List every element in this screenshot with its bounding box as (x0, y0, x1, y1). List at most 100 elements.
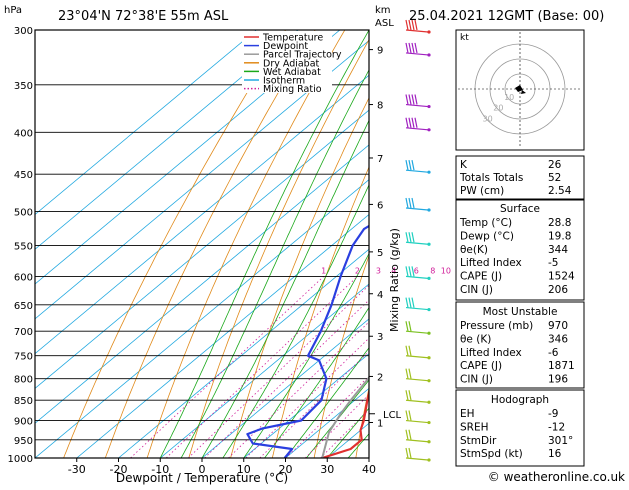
barb-feather (409, 266, 411, 276)
altitude-tick-label: 4 (377, 290, 383, 301)
barb-feather (412, 198, 414, 208)
index-value: 206 (548, 284, 568, 296)
altitude-tick-label: 3 (377, 332, 383, 343)
barb-staff (406, 308, 428, 310)
barb-feather (409, 346, 411, 356)
barb-dot (427, 277, 430, 280)
barb-dot (427, 105, 430, 108)
wind-barb (406, 160, 431, 174)
barb-dot (427, 308, 430, 311)
barb-dot (427, 356, 430, 359)
pressure-tick-label: 300 (14, 26, 33, 37)
barb-feather (409, 430, 411, 440)
mixing-ratio-label: 1 (321, 266, 326, 275)
barb-feather (415, 43, 417, 53)
pressure-tick-label: 550 (14, 241, 33, 252)
barb-feather (409, 390, 411, 400)
wind-barb (406, 118, 431, 132)
mixing-ratio-line (205, 276, 394, 458)
pressure-tick-label: 800 (14, 375, 33, 386)
altitude-tick-label: 5 (377, 248, 383, 259)
barb-feather (412, 118, 414, 128)
barb-staff (406, 105, 428, 107)
index-label: Lifted Index (460, 257, 522, 269)
legend-label: Mixing Ratio (263, 84, 322, 95)
index-label: Totals Totals (459, 172, 523, 184)
pressure-tick-label: 700 (14, 327, 33, 338)
mixing-ratio-label: 10 (441, 266, 451, 275)
altitude-tick-label: 6 (377, 200, 383, 211)
barb-feather (406, 346, 408, 356)
barb-feather (409, 118, 411, 128)
asl-label: ASL (375, 18, 394, 29)
index-value: -5 (548, 257, 558, 269)
pressure-tick-label: 650 (14, 301, 33, 312)
index-label: EH (460, 408, 475, 420)
barb-staff (406, 400, 428, 402)
barb-staff (406, 421, 428, 423)
unstable-title: Most Unstable (483, 306, 558, 318)
barb-staff (406, 30, 428, 32)
barb-feather (412, 298, 414, 308)
index-value: 970 (548, 320, 568, 332)
barb-feather (406, 95, 408, 105)
index-value: -6 (548, 347, 559, 359)
barb-staff (406, 53, 428, 55)
isotherm-line (0, 30, 507, 458)
pressure-tick-label: 750 (14, 352, 33, 363)
x-axis-title: Dewpoint / Temperature (°C) (116, 471, 288, 485)
barb-dot (427, 379, 430, 382)
pressure-tick-label: 400 (14, 128, 33, 139)
barb-feather (409, 160, 411, 170)
altitude-tick-label: 9 (377, 46, 383, 57)
barb-dot (427, 332, 430, 335)
barb-feather (412, 160, 414, 170)
barb-feather (406, 160, 408, 170)
barb-staff (406, 440, 428, 442)
barb-feather (409, 198, 411, 208)
wind-barb (406, 232, 431, 246)
index-value: 1871 (548, 360, 575, 372)
isotherm-line (0, 30, 382, 458)
barb-feather (415, 118, 417, 128)
mixing-ratio-label: 8 (430, 266, 435, 275)
barb-feather (406, 411, 408, 421)
wind-barb (406, 430, 431, 444)
index-label: SREH (460, 421, 489, 433)
altitude-tick-label: 7 (377, 154, 383, 165)
barb-feather (409, 232, 411, 242)
index-label: θe(K) (460, 244, 488, 256)
index-label: CAPE (J) (460, 360, 502, 372)
barb-feather (409, 298, 411, 308)
barb-dot (427, 128, 430, 131)
barb-feather (412, 95, 414, 105)
barb-feather (406, 430, 408, 440)
mixing-ratio-label: 3 (376, 266, 381, 275)
mixing-ratio-line (131, 276, 324, 458)
hodograph-ring-label: 10 (504, 93, 514, 102)
mixing-ratio-line (246, 276, 433, 458)
index-value: 16 (548, 448, 562, 460)
wind-barb (406, 321, 431, 335)
altitude-tick-label: 8 (377, 101, 383, 112)
index-label: Lifted Index (460, 347, 522, 359)
pressure-tick-label: 350 (14, 81, 33, 92)
index-label: CIN (J) (460, 284, 493, 296)
barb-dot (427, 171, 430, 174)
hpa-label: hPa (4, 5, 22, 16)
copyright: © weatheronline.co.uk (488, 470, 625, 484)
temperature-tick-label: -30 (68, 463, 86, 476)
mixing-ratio-axis-title: Mixing Ratio (g/kg) (388, 228, 401, 332)
barb-dot (427, 401, 430, 404)
barb-feather (412, 43, 414, 53)
index-value: 52 (548, 172, 561, 184)
barb-feather (409, 95, 411, 105)
barb-staff (406, 128, 428, 130)
barb-feather (406, 369, 408, 379)
index-value: 26 (548, 159, 562, 171)
